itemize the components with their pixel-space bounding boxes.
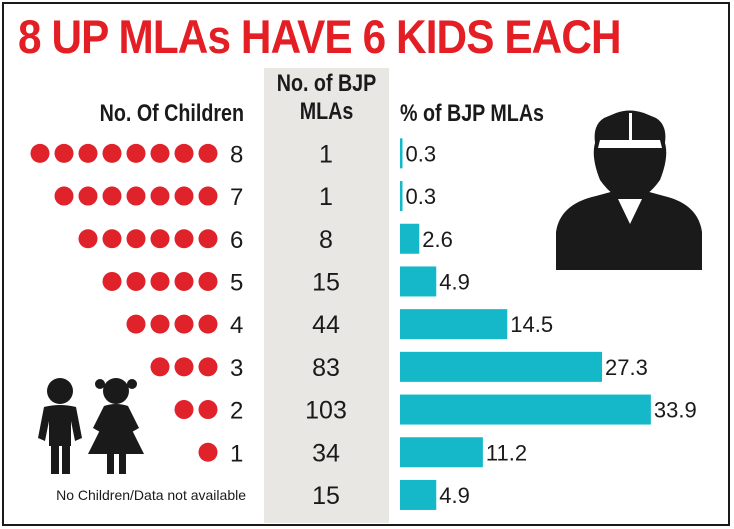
pct-bar xyxy=(400,437,483,468)
child-dot xyxy=(198,442,218,462)
pct-bar xyxy=(400,309,508,340)
child-dot xyxy=(102,229,122,249)
children-count-label: 7 xyxy=(230,184,243,211)
pct-bar xyxy=(400,479,437,510)
child-dot xyxy=(198,314,218,334)
child-dot xyxy=(198,271,218,291)
child-dot xyxy=(126,143,146,163)
mlas-value: 103 xyxy=(305,397,347,425)
header-pct: % of BJP MLAs xyxy=(400,100,544,127)
pct-value: 0.3 xyxy=(406,141,437,166)
pct-bar xyxy=(400,394,651,425)
children-count-label: 4 xyxy=(230,312,243,339)
mlas-column-band xyxy=(264,68,389,523)
man-silhouette-icon xyxy=(556,110,702,270)
child-dot xyxy=(198,400,218,420)
child-dot xyxy=(198,229,218,249)
pct-value: 4.9 xyxy=(439,483,470,508)
pct-bar xyxy=(400,181,403,212)
child-dot xyxy=(102,271,122,291)
mlas-value: 44 xyxy=(312,311,340,339)
header-mlas: No. of BJP MLAs xyxy=(275,70,378,126)
mlas-value: 83 xyxy=(312,354,340,382)
child-dot xyxy=(174,143,194,163)
child-dot xyxy=(174,271,194,291)
header-children: No. Of Children xyxy=(99,100,245,127)
pct-value: 27.3 xyxy=(605,355,648,380)
header-mlas-line1: No. of BJP xyxy=(276,70,377,97)
child-dot xyxy=(150,229,170,249)
chart-rows: 8 1 0.37 1 0.36 8 2.65 15 4.94 44 14.53 83 27.32 103 3… xyxy=(30,138,697,510)
pct-value: 14.5 xyxy=(510,312,553,337)
mlas-value: 34 xyxy=(312,439,340,467)
mlas-value: 8 xyxy=(319,226,333,254)
pct-value: 33.9 xyxy=(654,398,697,423)
child-dot xyxy=(174,229,194,249)
no-children-label: No Children/Data not available xyxy=(56,487,246,503)
child-dot xyxy=(78,229,98,249)
child-dot xyxy=(174,357,194,377)
child-dot xyxy=(102,186,122,206)
child-dot xyxy=(30,143,50,163)
child-dot xyxy=(54,143,74,163)
child-dot xyxy=(198,143,218,163)
child-dot xyxy=(198,186,218,206)
pct-bar xyxy=(400,138,403,169)
child-dot xyxy=(174,400,194,420)
children-count-label: 6 xyxy=(230,227,243,254)
children-count-label: 2 xyxy=(230,398,243,425)
child-dot xyxy=(126,314,146,334)
child-dot xyxy=(150,357,170,377)
pct-value: 11.2 xyxy=(486,440,527,465)
child-dot xyxy=(150,271,170,291)
child-dot xyxy=(126,186,146,206)
children-count-label: 1 xyxy=(230,440,243,467)
child-dot xyxy=(174,314,194,334)
pct-value: 0.3 xyxy=(406,184,437,209)
child-dot xyxy=(126,229,146,249)
children-count-label: 3 xyxy=(230,355,243,382)
child-dot xyxy=(126,271,146,291)
children-silhouette-icon xyxy=(38,378,144,474)
pct-bar xyxy=(400,266,437,297)
child-dot xyxy=(150,314,170,334)
chart-title: 8 UP MLAs HAVE 6 KIDS EACH xyxy=(18,10,622,63)
pct-bar xyxy=(400,351,603,382)
mlas-value: 1 xyxy=(319,183,333,211)
child-dot xyxy=(102,143,122,163)
child-dot xyxy=(78,143,98,163)
header-mlas-line2: MLAs xyxy=(299,98,354,125)
mlas-value: 15 xyxy=(312,482,340,510)
child-dot xyxy=(150,143,170,163)
child-dot xyxy=(54,186,74,206)
child-dot xyxy=(198,357,218,377)
child-dot xyxy=(78,186,98,206)
child-dot xyxy=(174,186,194,206)
children-count-label: 5 xyxy=(230,269,243,296)
pct-bar xyxy=(400,223,420,254)
children-count-label: 8 xyxy=(230,141,243,168)
pct-value: 2.6 xyxy=(422,227,453,252)
child-dot xyxy=(150,186,170,206)
pct-value: 4.9 xyxy=(439,269,470,294)
mlas-value: 15 xyxy=(312,268,340,296)
mlas-value: 1 xyxy=(319,140,333,168)
